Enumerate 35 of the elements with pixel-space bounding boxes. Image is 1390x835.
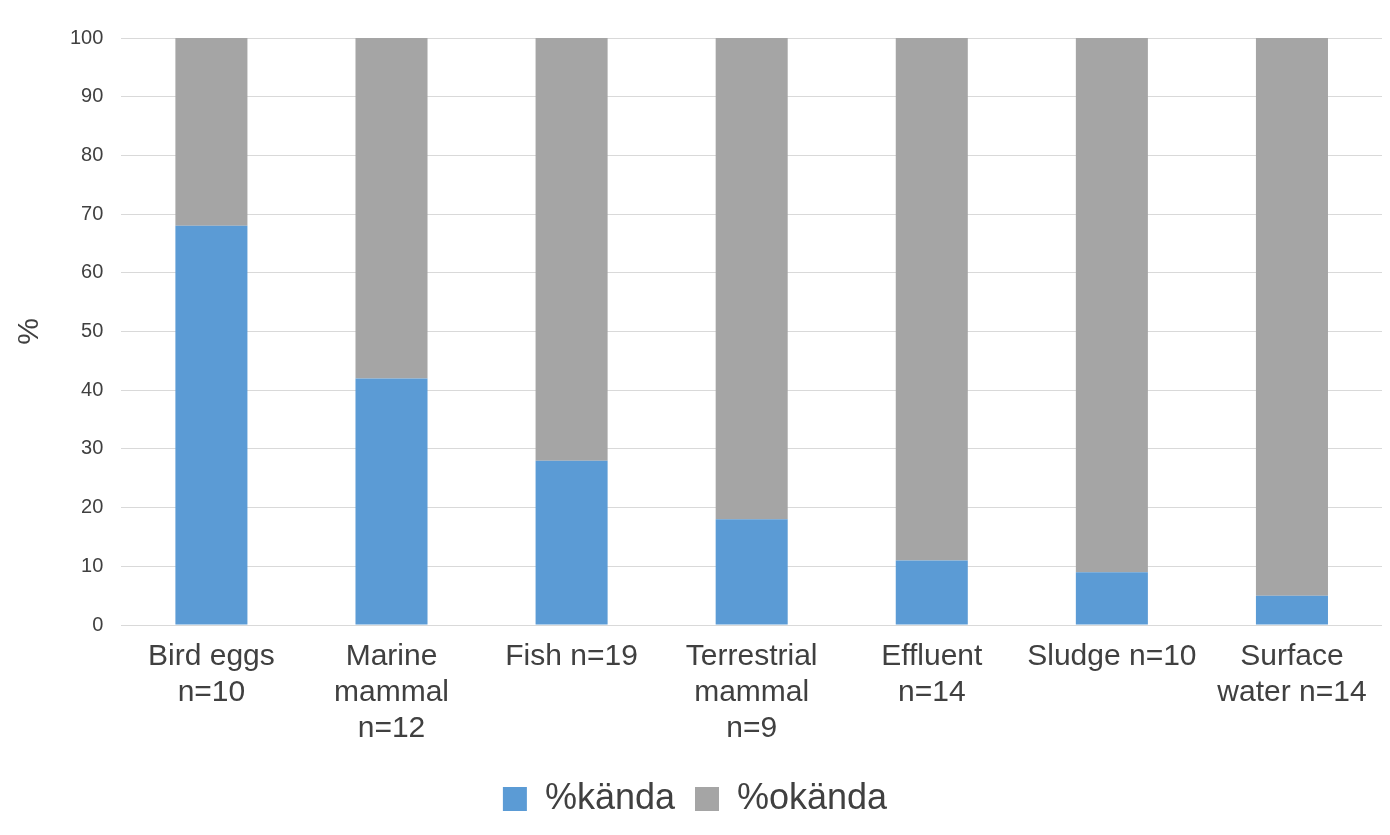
bar [535,38,608,461]
y-tick-label: 40 [81,377,104,400]
y-tick-label: 90 [81,84,104,107]
y-tick-label: 30 [81,436,104,459]
bar [895,38,968,561]
x-tick-label: Effluent n=14 [881,638,984,708]
bar [715,38,788,520]
bar [175,225,248,625]
y-tick-label: 80 [81,142,104,165]
bar [895,560,968,625]
bar [1075,572,1148,625]
x-tick-label: Fish n=19 [505,638,638,672]
y-tick-label: 50 [81,319,104,342]
bar [1255,38,1328,596]
y-tick-label: 10 [81,553,104,576]
bar [535,460,608,625]
bar [1255,595,1328,625]
x-tick-label: Bird eggs n=10 [148,638,275,708]
y-axis-title: % [11,318,45,345]
bar [175,38,248,226]
y-tick-label: 0 [92,612,104,635]
bar [355,378,428,625]
x-tick-label: Marine mammal n=12 [334,638,450,744]
bar [355,38,428,379]
x-tick-label: Sludge n=10 [1027,638,1197,672]
bar [1075,38,1148,573]
x-tick-label: Terrestrial mammal n=9 [685,638,818,744]
y-tick-label: 70 [81,201,104,224]
legend-label: %kända [544,775,676,817]
x-tick-label: Surface water n=14 [1216,638,1367,708]
y-tick-label: 60 [81,260,104,283]
y-tick-label: 20 [81,495,104,518]
bar [715,519,788,625]
y-tick-label: 100 [69,25,104,48]
legend-label: %okända [736,775,889,817]
